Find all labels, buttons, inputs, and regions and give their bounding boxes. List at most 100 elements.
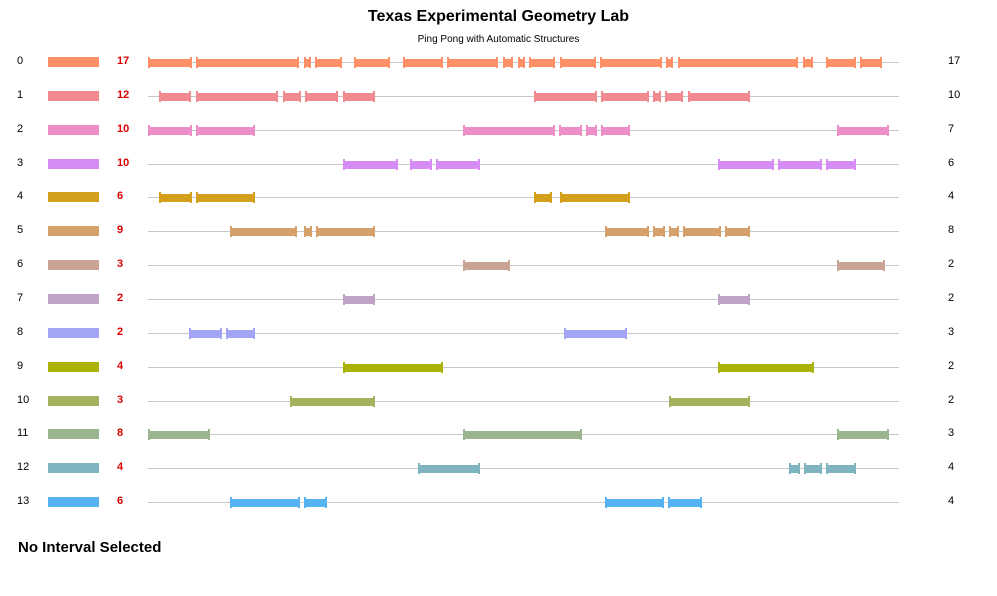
interval-segment[interactable] bbox=[560, 57, 596, 68]
interval-segment[interactable] bbox=[304, 497, 327, 509]
interval-segment[interactable] bbox=[316, 226, 375, 238]
interval-row[interactable]: 2 10 7 bbox=[0, 120, 997, 140]
interval-segment[interactable] bbox=[564, 327, 627, 339]
interval-row[interactable]: 5 9 8 bbox=[0, 221, 997, 241]
interval-segment[interactable] bbox=[804, 463, 822, 475]
interval-segment[interactable] bbox=[343, 158, 398, 170]
interval-segment[interactable] bbox=[159, 90, 191, 102]
interval-segment[interactable] bbox=[586, 124, 597, 136]
interval-segment[interactable] bbox=[226, 327, 255, 339]
interval-segment[interactable] bbox=[665, 90, 683, 102]
interval-segment[interactable] bbox=[196, 90, 278, 102]
interval-segment[interactable] bbox=[678, 57, 798, 68]
interval-segment[interactable] bbox=[826, 57, 856, 68]
interval-segment[interactable] bbox=[837, 124, 889, 136]
color-swatch[interactable] bbox=[48, 497, 99, 508]
interval-segment[interactable] bbox=[290, 395, 375, 407]
interval-segment[interactable] bbox=[305, 90, 338, 102]
interval-segment[interactable] bbox=[669, 226, 679, 238]
interval-row[interactable]: 6 3 2 bbox=[0, 255, 997, 275]
interval-row[interactable]: 11 8 3 bbox=[0, 424, 997, 444]
interval-segment[interactable] bbox=[196, 124, 255, 136]
interval-segment[interactable] bbox=[463, 429, 582, 441]
color-swatch[interactable] bbox=[48, 57, 99, 67]
interval-row[interactable]: 0 17 17 bbox=[0, 52, 997, 72]
interval-segment[interactable] bbox=[463, 260, 510, 272]
interval-segment[interactable] bbox=[560, 192, 630, 204]
interval-row[interactable]: 12 4 4 bbox=[0, 458, 997, 478]
color-swatch[interactable] bbox=[48, 361, 99, 372]
interval-row[interactable]: 4 6 4 bbox=[0, 187, 997, 207]
interval-segment[interactable] bbox=[529, 57, 555, 68]
interval-segment[interactable] bbox=[669, 395, 750, 407]
interval-segment[interactable] bbox=[837, 429, 889, 441]
color-swatch[interactable] bbox=[48, 226, 99, 237]
interval-segment[interactable] bbox=[196, 192, 255, 204]
interval-segment[interactable] bbox=[447, 57, 498, 68]
interval-segment[interactable] bbox=[683, 226, 721, 238]
interval-segment[interactable] bbox=[600, 57, 662, 68]
interval-segment[interactable] bbox=[463, 124, 555, 136]
interval-segment[interactable] bbox=[803, 57, 813, 68]
color-swatch[interactable] bbox=[48, 429, 99, 440]
interval-segment[interactable] bbox=[343, 90, 375, 102]
interval-segment[interactable] bbox=[148, 429, 210, 441]
color-swatch[interactable] bbox=[48, 158, 99, 169]
interval-row[interactable]: 3 10 6 bbox=[0, 154, 997, 174]
interval-segment[interactable] bbox=[436, 158, 480, 170]
color-swatch[interactable] bbox=[48, 463, 99, 474]
interval-segment[interactable] bbox=[668, 497, 702, 509]
interval-segment[interactable] bbox=[403, 57, 443, 68]
color-swatch[interactable] bbox=[48, 327, 99, 338]
interval-segment[interactable] bbox=[718, 361, 814, 373]
interval-row[interactable]: 13 6 4 bbox=[0, 492, 997, 512]
interval-segment[interactable] bbox=[534, 192, 552, 204]
color-swatch[interactable] bbox=[48, 260, 99, 271]
interval-row[interactable]: 10 3 2 bbox=[0, 391, 997, 411]
interval-segment[interactable] bbox=[601, 90, 649, 102]
interval-segment[interactable] bbox=[148, 124, 192, 136]
interval-segment[interactable] bbox=[605, 226, 649, 238]
interval-segment[interactable] bbox=[778, 158, 822, 170]
interval-row[interactable]: 8 2 3 bbox=[0, 323, 997, 343]
interval-segment[interactable] bbox=[315, 57, 342, 68]
interval-segment[interactable] bbox=[304, 226, 312, 238]
interval-segment[interactable] bbox=[518, 57, 525, 68]
color-swatch[interactable] bbox=[48, 395, 99, 406]
interval-segment[interactable] bbox=[601, 124, 630, 136]
interval-segment[interactable] bbox=[159, 192, 192, 204]
interval-row[interactable]: 9 4 2 bbox=[0, 357, 997, 377]
interval-segment[interactable] bbox=[826, 158, 856, 170]
interval-segment[interactable] bbox=[860, 57, 882, 68]
interval-segment[interactable] bbox=[189, 327, 222, 339]
color-swatch[interactable] bbox=[48, 192, 99, 203]
interval-segment[interactable] bbox=[343, 361, 443, 373]
interval-segment[interactable] bbox=[343, 293, 375, 305]
interval-segment[interactable] bbox=[837, 260, 885, 272]
color-swatch[interactable] bbox=[48, 124, 99, 135]
color-swatch[interactable] bbox=[48, 90, 99, 101]
interval-segment[interactable] bbox=[725, 226, 750, 238]
interval-segment[interactable] bbox=[503, 57, 513, 68]
interval-segment[interactable] bbox=[718, 158, 774, 170]
interval-segment[interactable] bbox=[148, 57, 192, 68]
interval-segment[interactable] bbox=[559, 124, 582, 136]
interval-segment[interactable] bbox=[718, 293, 750, 305]
interval-segment[interactable] bbox=[653, 226, 665, 238]
interval-segment[interactable] bbox=[418, 463, 480, 475]
interval-segment[interactable] bbox=[304, 57, 311, 68]
interval-segment[interactable] bbox=[354, 57, 390, 68]
interval-segment[interactable] bbox=[230, 497, 300, 509]
interval-segment[interactable] bbox=[196, 57, 299, 68]
interval-segment[interactable] bbox=[666, 57, 673, 68]
interval-segment[interactable] bbox=[688, 90, 750, 102]
interval-segment[interactable] bbox=[605, 497, 664, 509]
interval-segment[interactable] bbox=[410, 158, 432, 170]
interval-segment[interactable] bbox=[230, 226, 297, 238]
interval-segment[interactable] bbox=[653, 90, 661, 102]
interval-segment[interactable] bbox=[789, 463, 800, 475]
interval-segment[interactable] bbox=[826, 463, 856, 475]
interval-row[interactable]: 1 12 10 bbox=[0, 86, 997, 106]
interval-segment[interactable] bbox=[283, 90, 301, 102]
interval-segment[interactable] bbox=[534, 90, 597, 102]
